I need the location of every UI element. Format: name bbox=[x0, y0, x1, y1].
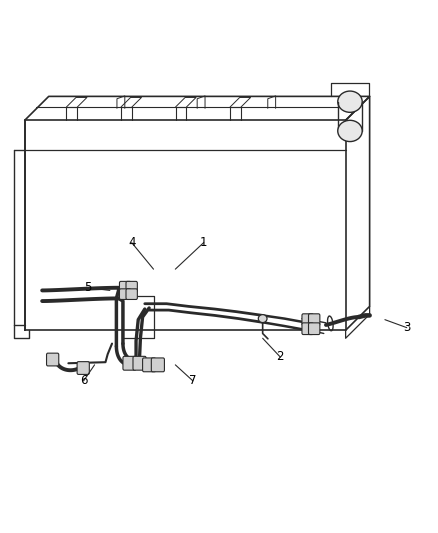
FancyBboxPatch shape bbox=[308, 323, 320, 335]
Ellipse shape bbox=[258, 314, 267, 322]
Ellipse shape bbox=[338, 91, 362, 112]
FancyBboxPatch shape bbox=[302, 323, 313, 335]
Ellipse shape bbox=[338, 120, 362, 142]
FancyBboxPatch shape bbox=[123, 357, 136, 370]
Text: 3: 3 bbox=[403, 321, 410, 334]
FancyBboxPatch shape bbox=[126, 289, 138, 300]
FancyBboxPatch shape bbox=[133, 357, 146, 370]
Text: 5: 5 bbox=[85, 281, 92, 294]
Text: 6: 6 bbox=[80, 374, 88, 387]
FancyBboxPatch shape bbox=[46, 353, 59, 366]
FancyBboxPatch shape bbox=[120, 289, 131, 300]
FancyBboxPatch shape bbox=[308, 314, 320, 326]
FancyBboxPatch shape bbox=[120, 281, 131, 292]
FancyBboxPatch shape bbox=[77, 362, 89, 374]
FancyBboxPatch shape bbox=[302, 314, 313, 326]
FancyBboxPatch shape bbox=[151, 358, 164, 372]
FancyBboxPatch shape bbox=[143, 358, 155, 372]
Text: 1: 1 bbox=[200, 236, 208, 249]
FancyBboxPatch shape bbox=[126, 281, 138, 292]
Text: 2: 2 bbox=[276, 350, 284, 364]
Text: 7: 7 bbox=[189, 374, 197, 387]
Text: 4: 4 bbox=[128, 236, 135, 249]
